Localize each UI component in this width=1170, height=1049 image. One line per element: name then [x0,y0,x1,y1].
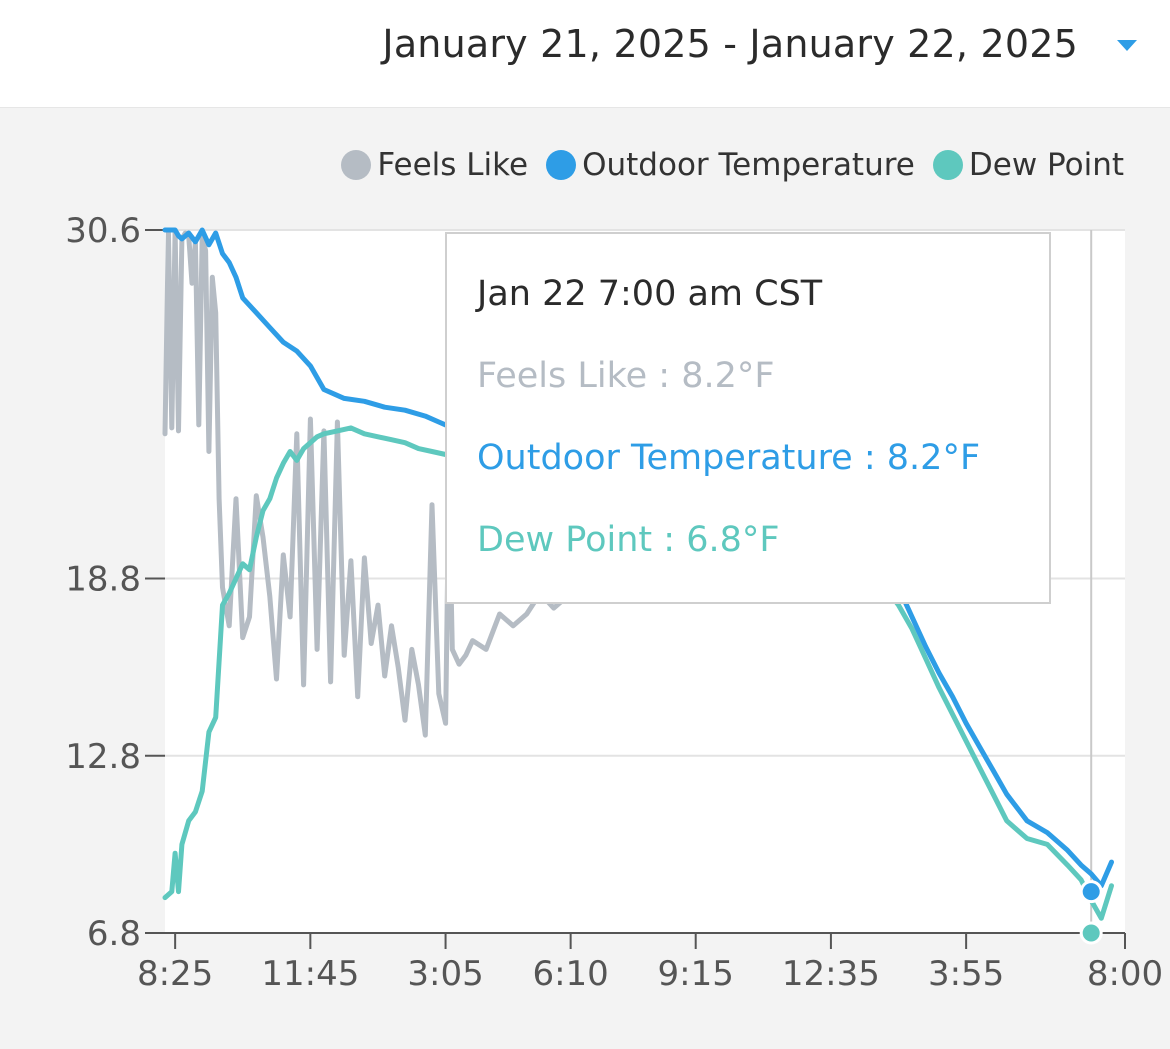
y-tick-label: 18.8 [65,560,141,600]
x-tick-label: 11:45 [261,954,359,994]
header-bar: January 21, 2025 - January 22, 2025 [0,0,1170,108]
legend-item-outdoor-temperature[interactable]: Outdoor Temperature [546,147,915,183]
tooltip-value: 8.2°F [886,438,981,478]
hover-marker-dew-point [1079,921,1103,945]
legend-dot-feels-like [341,150,372,180]
y-tick-label: 30.6 [65,211,141,251]
tooltip-label: Outdoor Temperature [477,438,853,478]
tooltip-separator: : [852,438,887,478]
tooltip-value: 8.2°F [681,356,775,396]
date-range-label[interactable]: January 21, 2025 - January 22, 2025 [382,22,1078,66]
legend-dot-dew-point [932,150,963,180]
chart-tooltip: Jan 22 7:00 am CST Feels Like : 8.2°F Ou… [445,232,1051,604]
x-tick-label: 3:05 [407,954,483,994]
legend-item-dew-point[interactable]: Dew Point [932,147,1124,183]
tooltip-label: Dew Point [477,520,653,560]
legend-label-dew-point: Dew Point [968,147,1124,183]
tooltip-row-feels-like: Feels Like : 8.2°F [477,356,1049,396]
y-tick-label: 12.8 [65,737,141,777]
tooltip-time: Jan 22 7:00 am CST [477,274,823,314]
legend-dot-outdoor-temperature [546,150,577,180]
legend-item-feels-like[interactable]: Feels Like [341,147,528,183]
x-tick-label: 12:35 [782,954,880,994]
x-tick-label: 6:10 [532,954,608,994]
x-tick-label: 3:55 [928,954,1004,994]
tooltip-label: Feels Like [477,356,648,396]
tooltip-separator: : [652,520,687,560]
legend-label-feels-like: Feels Like [377,147,529,183]
x-tick-label: 8:00 [1087,954,1163,994]
chevron-down-icon[interactable] [1117,40,1137,51]
x-tick-label: 8:25 [137,954,213,994]
chart-legend: Feels Like Outdoor Temperature Dew Point [341,143,1124,187]
tooltip-row-outdoor-temperature: Outdoor Temperature : 8.2°F [477,438,1049,478]
y-tick-label: 6.8 [87,914,141,954]
legend-label-outdoor-temperature: Outdoor Temperature [582,147,915,183]
hover-marker-outdoor-temperature [1079,880,1103,904]
tooltip-row-dew-point: Dew Point : 6.8°F [477,520,1049,560]
tooltip-value: 6.8°F [686,520,780,560]
tooltip-separator: : [647,356,682,396]
x-tick-label: 9:15 [658,954,734,994]
